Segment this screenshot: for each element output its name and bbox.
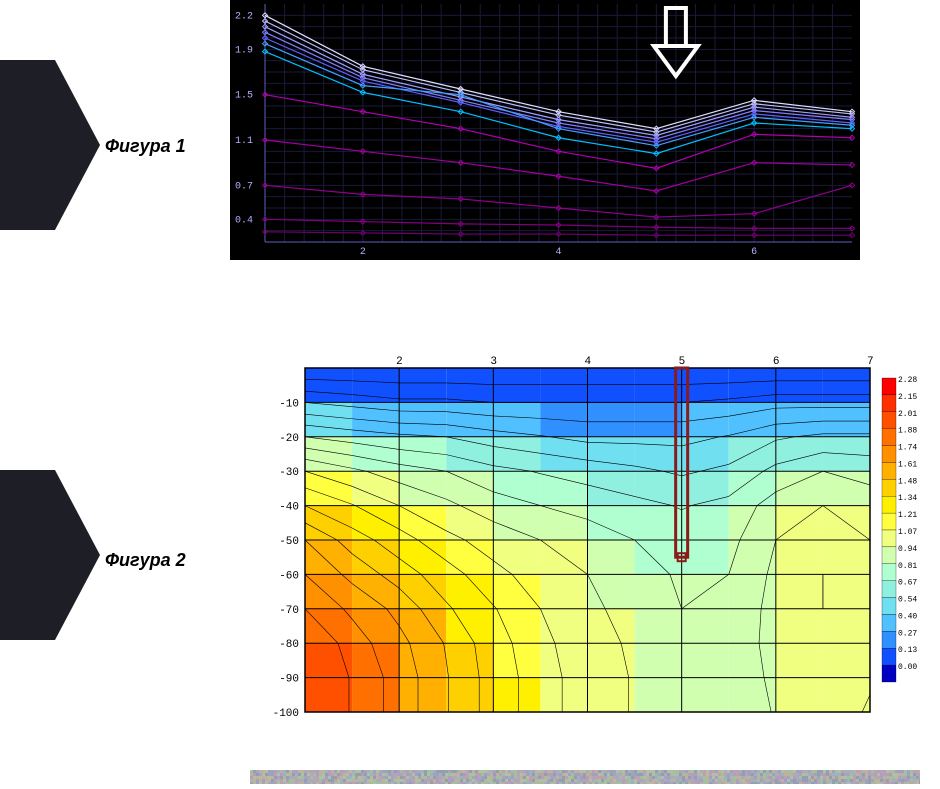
legend-swatch — [882, 446, 896, 463]
legend-swatch — [882, 429, 896, 446]
y-tick-label: -30 — [279, 467, 299, 479]
legend-swatch — [882, 479, 896, 496]
x-tick-label: 5 — [679, 356, 686, 368]
legend-value: 2.28 — [898, 376, 917, 385]
legend-swatch — [882, 598, 896, 615]
figure1-label-arrow — [0, 60, 110, 235]
legend-value: 1.61 — [898, 460, 917, 469]
y-tick-label: -100 — [273, 708, 299, 720]
line-chart-svg: 0.4 0.7 1.1 1.5 1.9 2.2 2 4 6 — [230, 0, 860, 260]
y-tick-label: -70 — [279, 605, 299, 617]
y-tick-label: -60 — [279, 570, 299, 582]
noise-svg — [250, 770, 920, 784]
legend-value: 0.00 — [898, 663, 917, 672]
arrow2-shape — [0, 470, 110, 640]
y-tick-label: 0.4 — [235, 215, 253, 226]
legend-swatch — [882, 395, 896, 412]
y-tick-label: -90 — [279, 674, 299, 686]
legend-swatch — [882, 547, 896, 564]
contour-chart-svg: 2 3 4 5 6 7 -10 -20 -30 -40 -50 -60 -70 -80 -90 -100 2.… — [250, 350, 930, 720]
x-tick-label: 2 — [396, 356, 403, 368]
legend-value: 0.27 — [898, 629, 917, 638]
figure1-label: Фигура 1 — [105, 136, 186, 157]
legend-value: 2.01 — [898, 410, 917, 419]
x-tick-label: 3 — [490, 356, 497, 368]
y-tick-label: 1.9 — [235, 45, 253, 56]
legend-swatch — [882, 648, 896, 665]
noise-strip — [250, 770, 920, 784]
legend-value: 0.54 — [898, 596, 917, 605]
legend-swatch — [882, 614, 896, 631]
legend-swatch — [882, 631, 896, 648]
y-tick-label: 1.5 — [235, 91, 253, 102]
arrow1-shape — [0, 60, 110, 230]
legend-swatch — [882, 462, 896, 479]
y-tick-label: 2.2 — [235, 11, 253, 22]
y-tick-label: -10 — [279, 398, 299, 410]
legend-value: 0.81 — [898, 562, 917, 571]
legend-swatch — [882, 496, 896, 513]
legend-value: 2.15 — [898, 393, 917, 402]
figure2-label: Фигура 2 — [105, 550, 186, 571]
y-tick-label: 1.1 — [235, 136, 253, 147]
line-chart: 0.4 0.7 1.1 1.5 1.9 2.2 2 4 6 — [230, 0, 860, 260]
legend-value: 0.40 — [898, 612, 917, 621]
x-tick-label: 6 — [751, 247, 757, 258]
legend-swatch — [882, 513, 896, 530]
legend-value: 0.94 — [898, 545, 917, 554]
legend-swatch — [882, 665, 896, 682]
legend-swatch — [882, 378, 896, 395]
legend-value: 0.67 — [898, 579, 917, 588]
y-tick-label: 0.7 — [235, 181, 253, 192]
legend-swatch — [882, 581, 896, 598]
legend-swatch — [882, 530, 896, 547]
legend-value: 1.21 — [898, 511, 917, 520]
x-tick-label: 4 — [585, 356, 592, 368]
contour-chart: 2 3 4 5 6 7 -10 -20 -30 -40 -50 -60 -70 -80 -90 -100 2.… — [250, 350, 930, 720]
legend-value: 1.74 — [898, 444, 917, 453]
figure2-label-arrow — [0, 470, 110, 645]
y-tick-label: -80 — [279, 639, 299, 651]
y-tick-label: -40 — [279, 502, 299, 514]
legend-value: 1.07 — [898, 528, 917, 537]
legend-value: 1.34 — [898, 494, 917, 503]
y-tick-label: -20 — [279, 433, 299, 445]
legend-value: 1.88 — [898, 427, 917, 436]
x-tick-label: 6 — [773, 356, 780, 368]
legend-value: 0.13 — [898, 646, 917, 655]
legend-swatch — [882, 412, 896, 429]
legend-swatch — [882, 564, 896, 581]
y-tick-label: -50 — [279, 536, 299, 548]
x-tick-label: 2 — [360, 247, 366, 258]
x-tick-label: 7 — [867, 356, 874, 368]
x-tick-label: 4 — [556, 247, 562, 258]
legend-value: 1.48 — [898, 477, 917, 486]
